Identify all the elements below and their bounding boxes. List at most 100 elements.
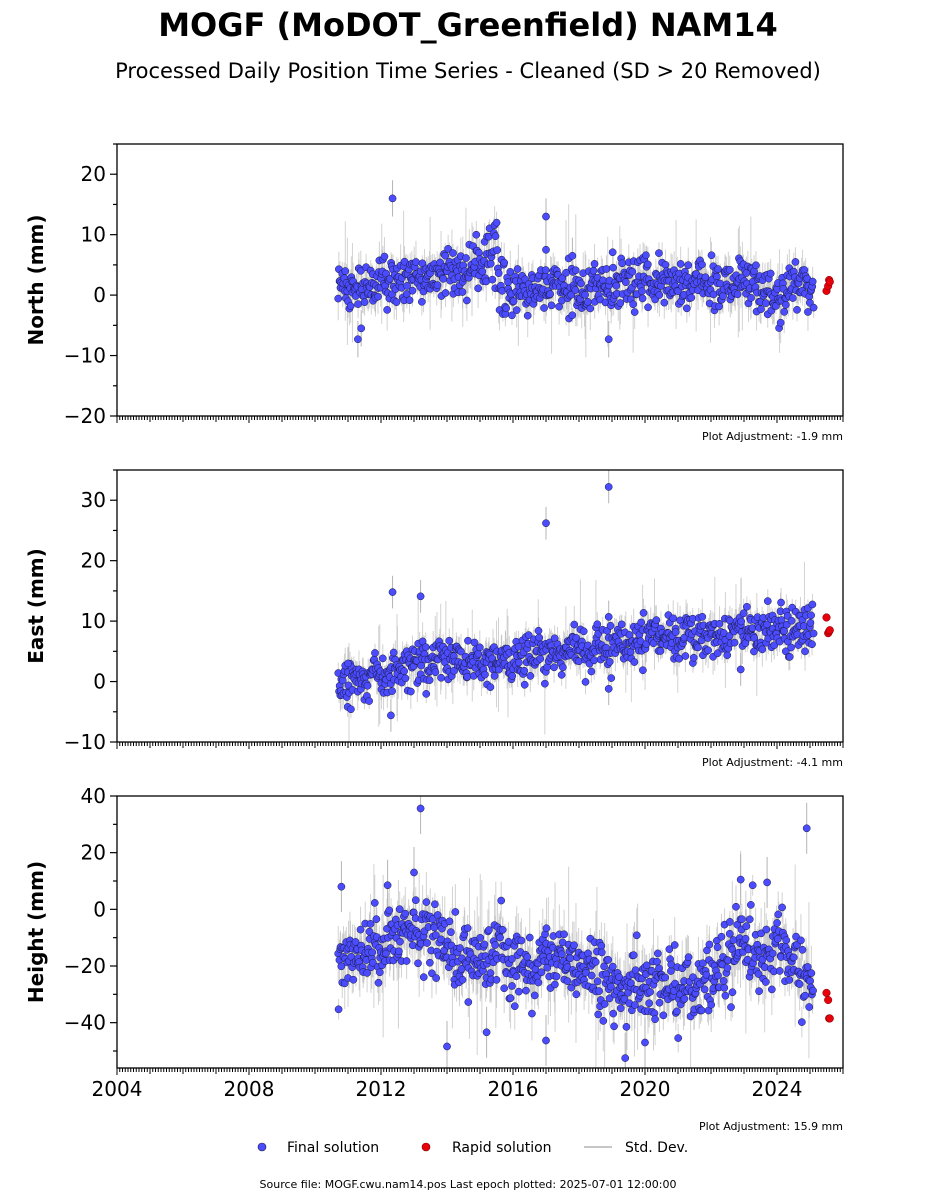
final-point xyxy=(797,936,805,945)
final-point xyxy=(730,638,739,647)
final-point xyxy=(748,881,757,890)
final-point xyxy=(704,646,712,655)
final-point xyxy=(560,930,568,939)
final-point xyxy=(523,311,532,320)
y-tick-label: −20 xyxy=(64,404,106,428)
final-point xyxy=(655,291,664,299)
final-point xyxy=(798,945,807,954)
final-point xyxy=(707,1000,716,1009)
final-point xyxy=(659,1011,668,1020)
final-outlier-point xyxy=(344,659,352,668)
final-point xyxy=(689,653,698,662)
final-point xyxy=(803,963,812,971)
final-point xyxy=(389,648,398,657)
final-point xyxy=(785,976,794,984)
final-point xyxy=(431,900,439,909)
final-point xyxy=(755,987,763,996)
final-point xyxy=(457,647,465,656)
final-point xyxy=(725,929,734,938)
final-point xyxy=(490,672,499,680)
final-point xyxy=(773,935,782,943)
final-point xyxy=(721,991,730,1000)
final-point xyxy=(809,629,818,638)
final-point xyxy=(674,1034,683,1042)
final-point xyxy=(774,910,783,919)
final-outlier-point xyxy=(568,251,577,260)
final-point xyxy=(808,277,817,286)
final-point xyxy=(775,967,784,975)
final-point xyxy=(571,286,580,294)
plot-area xyxy=(334,796,834,1068)
final-point xyxy=(445,636,454,645)
y-tick-label: −10 xyxy=(64,344,106,368)
final-point xyxy=(653,949,662,958)
final-point xyxy=(606,621,615,630)
final-point xyxy=(630,308,639,316)
final-point xyxy=(607,674,616,682)
final-point xyxy=(463,924,472,932)
final-outlier-point xyxy=(736,875,745,884)
final-point xyxy=(334,294,343,303)
final-point xyxy=(637,618,646,627)
final-point xyxy=(681,652,690,660)
final-point xyxy=(600,1000,609,1008)
final-point xyxy=(337,962,346,971)
final-point xyxy=(464,636,472,645)
final-point xyxy=(568,311,577,320)
y-tick-label: 30 xyxy=(81,488,106,512)
final-point xyxy=(719,977,728,985)
final-point xyxy=(700,985,709,994)
final-point xyxy=(714,265,722,273)
final-outlier-point xyxy=(641,1038,649,1047)
rapid-point xyxy=(824,995,833,1005)
final-point xyxy=(600,962,608,971)
final-point xyxy=(493,246,502,254)
final-point xyxy=(354,300,362,308)
final-point xyxy=(653,957,661,966)
final-point xyxy=(506,994,515,1002)
final-point xyxy=(475,643,484,652)
final-point xyxy=(541,266,550,274)
final-point xyxy=(558,950,566,959)
final-point xyxy=(444,245,452,253)
final-point xyxy=(422,898,431,906)
final-point xyxy=(474,649,483,658)
final-point xyxy=(571,266,580,275)
final-point xyxy=(506,268,515,276)
rapid-point xyxy=(822,613,831,622)
final-point xyxy=(698,959,707,968)
final-point xyxy=(631,1001,639,1009)
final-point xyxy=(395,947,403,956)
final-point xyxy=(622,1023,631,1031)
final-point xyxy=(514,642,523,651)
final-point xyxy=(725,632,734,640)
final-point xyxy=(523,953,532,961)
final-point xyxy=(456,944,464,952)
final-point xyxy=(630,658,639,666)
final-point xyxy=(363,681,372,690)
final-point xyxy=(370,899,379,907)
rapid-point xyxy=(825,277,834,286)
final-point xyxy=(608,962,617,971)
final-point xyxy=(808,640,816,649)
final-point xyxy=(665,945,674,954)
final-point xyxy=(778,903,786,912)
final-point xyxy=(593,977,602,986)
final-point xyxy=(725,265,734,274)
final-point xyxy=(652,616,661,624)
final-point xyxy=(715,619,724,628)
final-point xyxy=(604,955,613,964)
final-point xyxy=(713,272,721,281)
final-point xyxy=(680,994,689,1003)
y-tick-label: −40 xyxy=(64,1011,106,1035)
final-point xyxy=(642,251,650,260)
final-point xyxy=(476,933,485,942)
final-point xyxy=(687,293,696,302)
final-point xyxy=(441,289,450,297)
final-point xyxy=(587,667,596,676)
y-tick-label: 10 xyxy=(81,609,106,633)
axes-frame xyxy=(116,469,844,743)
final-point xyxy=(380,252,389,261)
rapid-point xyxy=(825,1014,834,1023)
final-point xyxy=(431,668,440,677)
